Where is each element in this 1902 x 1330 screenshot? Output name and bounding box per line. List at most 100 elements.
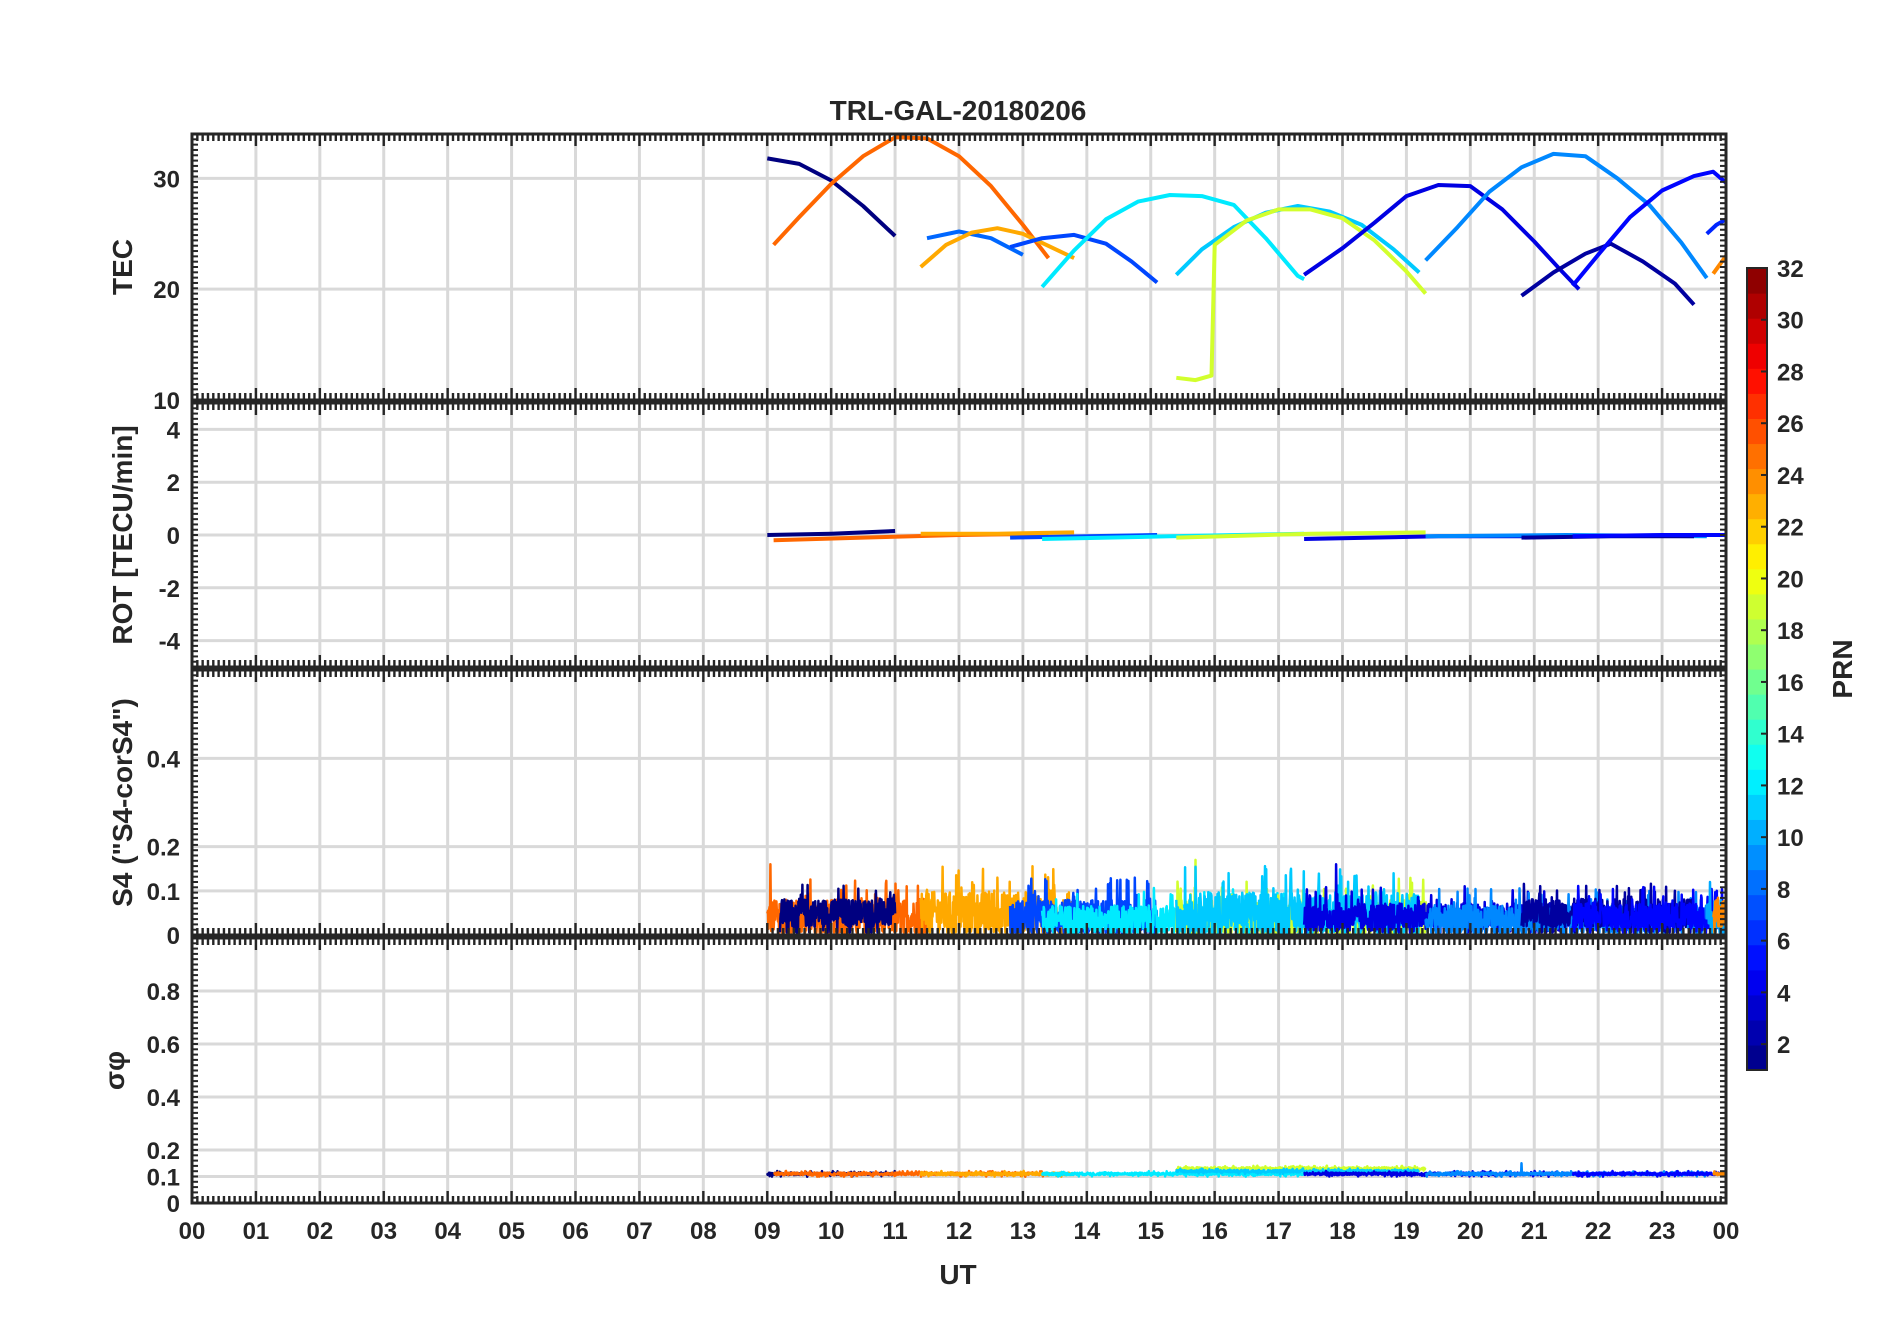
x-tick-label: 20: [1457, 1218, 1484, 1245]
series-line-prn-5: [1571, 1169, 1726, 1178]
x-tick-label: 02: [306, 1218, 333, 1245]
colorbar-segment: [1747, 744, 1767, 770]
panel-rot: -4 -2 0 2 4 ROT [TECU/min]: [107, 401, 1728, 669]
x-tick-label: 06: [562, 1218, 589, 1245]
colorbar-segment: [1747, 1044, 1767, 1071]
colorbar-tick-label: 16: [1777, 670, 1804, 697]
colorbar-segment: [1747, 268, 1767, 294]
colorbar-tick-label: 22: [1777, 515, 1804, 542]
x-tick-label: 19: [1393, 1218, 1420, 1245]
series-line-prn-19: [1175, 1164, 1427, 1173]
x-tick-label: 23: [1649, 1218, 1676, 1245]
y-tick-label: 0: [167, 923, 180, 950]
series-line-prn-23: [919, 226, 1075, 269]
x-tick-label: 21: [1521, 1218, 1548, 1245]
series-line-prn-23: [920, 530, 1075, 536]
series-group: [766, 1162, 1726, 1178]
colorbar-segment: [1747, 318, 1767, 344]
x-tick-label: 10: [818, 1218, 845, 1245]
series-group: [766, 858, 1726, 934]
colorbar-segment: [1747, 568, 1767, 595]
colorbar-segment: [1747, 944, 1767, 971]
colorbar-segment: [1747, 1019, 1767, 1046]
colorbar-segment: [1747, 869, 1767, 896]
series-line-prn-5: [1571, 169, 1726, 288]
panel-sigma_phi: 00.10.2 0.4 0.6 0.8 σφ: [99, 936, 1728, 1218]
x-tick-label: 22: [1585, 1218, 1612, 1245]
colorbar-segment: [1747, 618, 1767, 645]
colorbar-segment: [1747, 643, 1767, 670]
colorbar-segment: [1747, 393, 1767, 419]
colorbar-segment: [1747, 819, 1767, 846]
x-tick-label: 08: [690, 1218, 717, 1245]
series-line-prn-2: [1520, 241, 1696, 307]
x-tick-label: 11: [882, 1218, 907, 1245]
x-tick-label: 00: [179, 1218, 206, 1245]
y-tick-label: 0.1: [147, 879, 180, 906]
y-axis-label: ROT [TECU/min]: [107, 425, 138, 644]
colorbar-tick-label: 26: [1777, 411, 1804, 438]
colorbar-segment: [1747, 593, 1767, 620]
series-line-prn-8: [926, 229, 1024, 257]
colorbar-tick-label: 4: [1777, 980, 1791, 1007]
y-tick-label: 0.4: [147, 1085, 181, 1112]
series-line-prn-19: [1176, 207, 1428, 383]
panel-tec: 10 20 30 TEC: [107, 132, 1728, 415]
x-tick-label: 16: [1201, 1218, 1228, 1245]
colorbar-segment: [1747, 794, 1767, 820]
colorbar-tick-label: 6: [1777, 929, 1790, 956]
x-tick-label: 05: [498, 1218, 525, 1245]
y-axis-label: S4 ("S4-corS4"): [107, 698, 138, 907]
y-tick-label: 0.1: [147, 1165, 180, 1192]
chart-title: TRL-GAL-20180206: [830, 95, 1087, 126]
colorbar-tick-label: 10: [1777, 825, 1804, 852]
colorbar-tick-label: 24: [1777, 463, 1804, 490]
colorbar-segment: [1747, 769, 1767, 795]
y-tick-label: 0: [167, 523, 180, 550]
series-line-prn-7: [1009, 232, 1159, 285]
x-axis-label: UT: [939, 1259, 976, 1290]
x-tick-label: 01: [243, 1218, 270, 1245]
series-line-prn-11: [1174, 204, 1421, 277]
colorbar-segment: [1747, 493, 1767, 520]
x-tick-label: 04: [434, 1218, 461, 1245]
y-tick-label: 0.8: [147, 979, 180, 1006]
series-line-prn-24: [1712, 1170, 1726, 1178]
colorbar-segment: [1747, 994, 1767, 1021]
colorbar-segment: [1747, 669, 1767, 695]
y-tick-label: 0.4: [147, 746, 181, 773]
x-tick-label: 03: [370, 1218, 397, 1245]
colorbar-tick-label: 28: [1777, 359, 1804, 386]
y-tick-label: 0.2: [147, 835, 180, 862]
y-tick-label: 10: [153, 388, 180, 415]
colorbar-segment: [1747, 894, 1767, 921]
series-line-prn-9: [1424, 151, 1709, 280]
colorbar-label: PRN: [1827, 639, 1858, 698]
colorbar-segment: [1747, 418, 1767, 445]
y-tick-label: 0: [167, 1191, 180, 1218]
colorbar-segment: [1747, 844, 1767, 871]
colorbar-segment: [1747, 543, 1767, 570]
x-tick-label: 07: [626, 1218, 653, 1245]
x-tick-label: 18: [1329, 1218, 1356, 1245]
y-tick-label: 20: [153, 277, 180, 304]
series-line-prn-1: [766, 156, 897, 238]
colorbar-tick-label: 18: [1777, 618, 1804, 645]
colorbar-tick-label: 30: [1777, 308, 1804, 335]
colorbar-segment: [1747, 343, 1767, 369]
y-tick-label: 0.2: [147, 1138, 180, 1165]
colorbar-segment: [1747, 969, 1767, 996]
colorbar-segment: [1747, 919, 1767, 946]
y-tick-label: 0.6: [147, 1032, 180, 1059]
colorbar-segment: [1747, 368, 1767, 394]
y-tick-label: 4: [167, 417, 181, 444]
x-tick-label: 14: [1073, 1218, 1100, 1245]
y-axis-label: σφ: [99, 1051, 130, 1090]
colorbar-tick-label: 8: [1777, 877, 1790, 904]
x-tick-label: 13: [1010, 1218, 1037, 1245]
series-line-prn-25: [772, 135, 1051, 260]
x-tick-label: 12: [946, 1218, 973, 1245]
colorbar-segment: [1747, 719, 1767, 745]
